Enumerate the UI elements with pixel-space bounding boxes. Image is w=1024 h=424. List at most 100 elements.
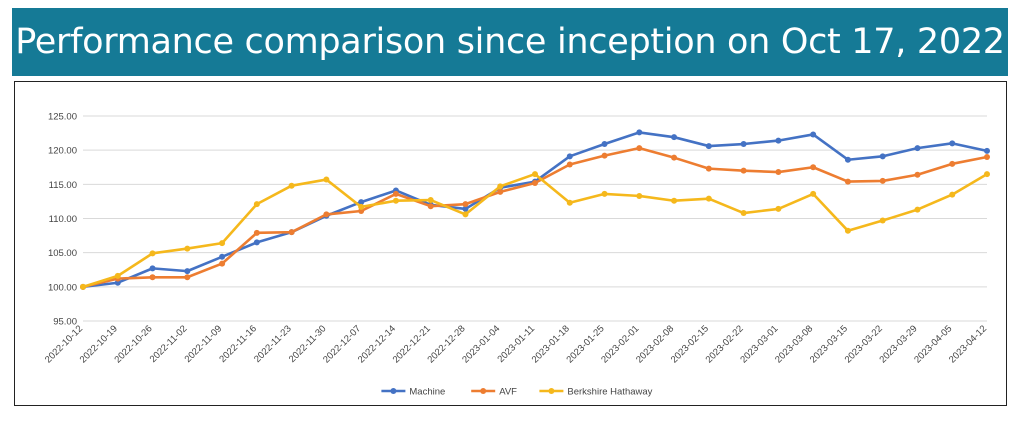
data-point (705, 195, 712, 202)
data-point (984, 147, 990, 154)
legend: Machine AVF Berkshire Hathaway (381, 387, 653, 398)
data-point (671, 134, 678, 141)
legend-label: AVF (499, 387, 517, 398)
data-point (671, 197, 678, 204)
data-point (984, 154, 990, 160)
data-point (149, 250, 156, 257)
data-point (288, 229, 295, 236)
data-point (323, 211, 330, 218)
series-berkshire-hathaway (80, 171, 990, 290)
x-tick-label: 2022-10-26 (113, 323, 155, 365)
series-line (82, 172, 988, 289)
x-tick-label: 2023-01-04 (460, 323, 502, 365)
data-point (949, 140, 956, 147)
x-axis-tick-labels: 2022-10-122022-10-192022-10-262022-11-02… (43, 323, 989, 365)
data-point (879, 217, 886, 224)
y-tick-label: 105.00 (48, 248, 77, 259)
data-point (358, 207, 365, 214)
x-tick-label: 2023-04-12 (947, 323, 989, 365)
data-point (253, 201, 260, 208)
data-point (253, 239, 260, 246)
data-point (671, 154, 678, 161)
data-point (775, 205, 782, 212)
data-point (914, 206, 921, 213)
legend-item: Berkshire Hathaway (539, 387, 653, 398)
page-title: Performance comparison since inception o… (15, 22, 1005, 62)
data-point (984, 171, 990, 178)
data-point (184, 268, 191, 275)
data-point (80, 283, 86, 290)
data-point (427, 203, 434, 210)
data-point (219, 240, 226, 247)
data-point (636, 129, 643, 136)
data-point (601, 141, 608, 148)
data-point (740, 167, 747, 174)
y-axis-tick-labels: 95.00 100.00 105.00 110.00 115.00 120.00 125.0… (48, 112, 77, 328)
data-point (636, 145, 643, 152)
data-point (879, 153, 886, 160)
series-avf (80, 145, 990, 290)
data-point (810, 190, 817, 197)
data-point (914, 171, 921, 178)
legend-label: Machine (409, 387, 445, 398)
data-point (566, 199, 573, 206)
data-point (184, 274, 191, 281)
data-point (949, 160, 956, 167)
data-point (879, 177, 886, 184)
data-point (323, 176, 330, 183)
data-point (810, 164, 817, 171)
data-point (532, 171, 538, 178)
data-point (775, 169, 782, 176)
legend-swatch-marker (390, 388, 397, 394)
data-point (462, 211, 469, 218)
data-point (392, 197, 399, 204)
y-tick-label: 95.00 (53, 317, 77, 328)
y-tick-label: 120.00 (48, 146, 77, 157)
data-point (705, 143, 712, 150)
data-point (184, 245, 191, 252)
data-point (497, 188, 504, 195)
chart-frame: 95.00 100.00 105.00 110.00 115.00 120.00 125.0… (14, 81, 1007, 406)
data-point (358, 199, 365, 206)
y-tick-label: 110.00 (49, 214, 77, 225)
data-point (114, 272, 121, 279)
legend-swatch-marker (548, 388, 555, 394)
data-point (253, 229, 260, 236)
data-point (914, 145, 921, 152)
data-point (844, 227, 851, 234)
data-point (219, 253, 226, 260)
series-line (82, 146, 988, 289)
data-point (705, 165, 712, 172)
data-point (392, 190, 399, 197)
data-point (532, 179, 538, 186)
data-point (149, 265, 156, 272)
data-point (462, 205, 469, 212)
series-lines (80, 129, 990, 290)
gridlines (83, 115, 987, 322)
legend-swatch-marker (480, 388, 487, 394)
data-point (114, 279, 121, 286)
data-point (497, 183, 504, 190)
data-point (844, 178, 851, 185)
title-banner: Performance comparison since inception o… (12, 8, 1008, 76)
y-tick-label: 125.00 (48, 112, 77, 123)
data-point (566, 161, 573, 168)
legend-item: Machine (381, 387, 445, 398)
data-point (949, 191, 956, 198)
data-point (740, 210, 747, 217)
data-point (358, 203, 365, 210)
data-point (288, 182, 295, 189)
data-point (775, 137, 782, 144)
data-point (427, 197, 434, 204)
data-point (810, 131, 817, 138)
y-tick-label: 100.00 (48, 282, 77, 293)
data-point (219, 260, 226, 267)
performance-line-chart: 95.00 100.00 105.00 110.00 115.00 120.00 125.0… (43, 112, 990, 398)
legend-item: AVF (471, 387, 517, 398)
data-point (636, 192, 643, 199)
legend-label: Berkshire Hathaway (567, 387, 652, 398)
data-point (601, 152, 608, 159)
data-point (462, 201, 469, 208)
y-tick-label: 115.00 (49, 180, 77, 191)
data-point (566, 153, 573, 160)
